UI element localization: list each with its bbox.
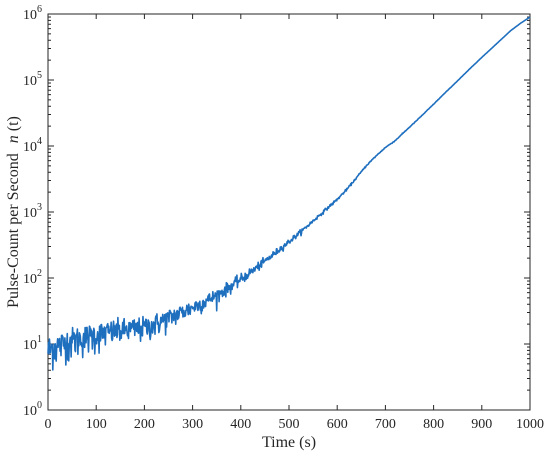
x-tick-label: 0	[45, 417, 52, 432]
x-axis-title: Time (s)	[262, 434, 316, 451]
x-tick-label: 800	[423, 417, 444, 432]
x-tick-label: 1000	[516, 417, 544, 432]
x-tick-label: 200	[134, 417, 155, 432]
x-tick-label: 900	[471, 417, 492, 432]
y-axis-title: Pulse-Count per Second n (t)	[5, 116, 22, 308]
y-tick-label: 100	[23, 400, 42, 419]
y-tick-label: 105	[23, 70, 42, 89]
series-line	[47, 16, 531, 371]
y-tick-label: 102	[23, 268, 42, 287]
y-axis-title-symbol: n	[5, 135, 22, 143]
y-tick-label: 104	[23, 136, 42, 155]
y-axis-title-text: Pulse-Count per Second	[5, 153, 22, 308]
x-tick-label: 600	[327, 417, 348, 432]
x-axis-ticks: 0 100 200 300 400 500 600 700 800 900 1000	[45, 14, 544, 432]
y-tick-label: 106	[23, 4, 42, 23]
y-axis-title-arg: (t)	[5, 116, 22, 131]
x-tick-label: 700	[375, 417, 396, 432]
y-axis-ticks: 100 101 102 103 104 105 106	[23, 4, 530, 419]
x-tick-label: 400	[230, 417, 251, 432]
x-tick-label: 300	[182, 417, 203, 432]
x-tick-label: 100	[86, 417, 107, 432]
x-tick-label: 500	[279, 417, 300, 432]
y-tick-label: 103	[23, 202, 42, 221]
y-tick-label: 101	[23, 334, 42, 353]
plot-frame	[47, 13, 531, 411]
